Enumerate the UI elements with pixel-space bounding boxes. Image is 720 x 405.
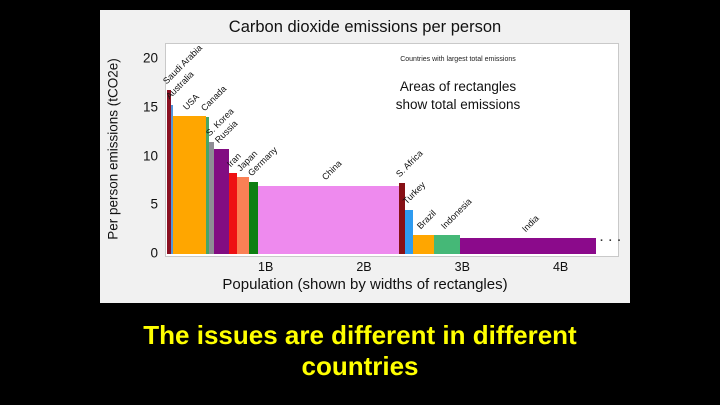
bar-s-africa xyxy=(399,182,405,254)
bar-brazil xyxy=(412,235,434,254)
bar-canada xyxy=(205,116,210,254)
bar-china xyxy=(257,185,400,254)
x-tick-4B: 4B xyxy=(552,260,569,274)
y-tick-15: 15 xyxy=(142,99,158,115)
bar-japan xyxy=(236,176,250,254)
x-axis-label: Population (shown by widths of rectangle… xyxy=(222,276,508,293)
chart-title: Carbon dioxide emissions per person xyxy=(228,18,502,36)
x-tick-2B: 2B xyxy=(356,260,372,274)
y-tick-5: 5 xyxy=(150,196,158,212)
bar-usa xyxy=(173,115,206,254)
bar-india xyxy=(460,238,596,254)
bar-iran xyxy=(228,173,237,254)
y-axis-label: Per person emissions (tCO2e) xyxy=(105,58,121,240)
note-rectangle-areas: Areas of rectangles show total emissions xyxy=(395,79,521,112)
bar-turkey xyxy=(404,210,413,254)
slide-caption: The issues are different in different co… xyxy=(143,320,577,382)
bar-germany xyxy=(249,181,258,254)
bar-s-korea xyxy=(209,141,215,254)
x-tick-1B: 1B xyxy=(258,260,274,274)
bar-indonesia xyxy=(433,235,461,254)
x-tick-3B: 3B xyxy=(454,260,470,274)
note-largest-emitters: Countries with largest total emissions xyxy=(400,56,516,63)
bar-australia xyxy=(170,104,174,254)
more-countries-ellipsis: · · · xyxy=(600,235,623,247)
bar-saudi-arabia xyxy=(167,90,171,254)
emissions-chart-figure: Carbon dioxide emissions per person Saud… xyxy=(100,10,630,303)
y-tick-0: 0 xyxy=(150,245,158,261)
y-tick-20: 20 xyxy=(142,50,158,66)
bar-russia xyxy=(214,148,229,254)
y-tick-10: 10 xyxy=(142,148,158,163)
